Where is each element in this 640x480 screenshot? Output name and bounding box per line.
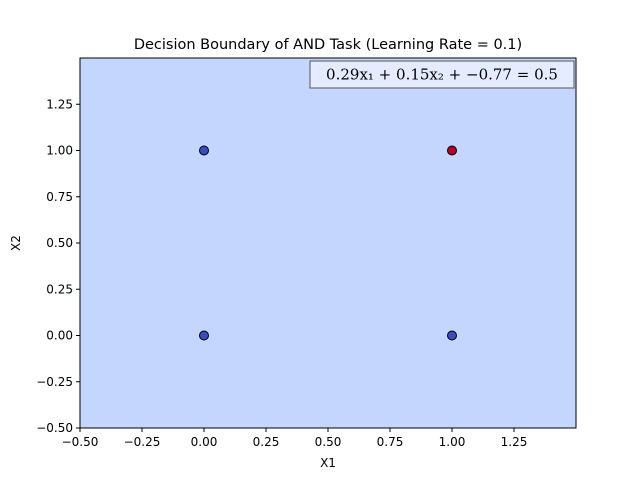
data-point-class-0 [447, 330, 457, 341]
equation-box-frame [309, 60, 575, 89]
y-tick-label: 0.75 [46, 190, 73, 204]
y-axis-label: X2 [9, 235, 23, 251]
x-tick-label: 0.50 [315, 435, 342, 449]
x-tick-label: 1.25 [501, 435, 528, 449]
x-axis: −0.50 −0.25 0.00 0.25 0.50 0.75 1.00 1.25 [62, 428, 528, 449]
data-point-class-0 [199, 330, 209, 341]
y-tick-label: 0.25 [46, 282, 73, 296]
equation-box: 0.29x₁ + 0.15x₂ + −0.77 = 0.5 [309, 60, 575, 89]
x-tick-label: −0.25 [124, 435, 161, 449]
y-axis: −0.50 −0.25 0.00 0.25 0.50 0.75 1.00 1.25 [36, 97, 80, 435]
plot-marks [199, 145, 457, 341]
y-tick-label: 1.00 [46, 144, 73, 158]
x-tick-label: 1.00 [439, 435, 466, 449]
y-tick-label: 1.25 [46, 97, 73, 111]
y-tick-label: −0.50 [36, 421, 73, 435]
y-tick-label: 0.00 [46, 329, 73, 343]
chart-title: Decision Boundary of AND Task (Learning … [134, 37, 522, 53]
x-tick-label: 0.25 [253, 435, 280, 449]
decision-region [80, 58, 576, 428]
x-tick-label: −0.50 [62, 435, 99, 449]
x-axis-label: X1 [320, 456, 336, 470]
data-point-class-1 [447, 145, 457, 156]
x-tick-label: 0.75 [377, 435, 404, 449]
data-point-class-0 [199, 145, 209, 156]
equation-text: 0.29x₁ + 0.15x₂ + −0.77 = 0.5 [326, 66, 558, 84]
y-tick-label: −0.25 [36, 375, 73, 389]
y-tick-label: 0.50 [46, 236, 73, 250]
x-tick-label: 0.00 [191, 435, 218, 449]
